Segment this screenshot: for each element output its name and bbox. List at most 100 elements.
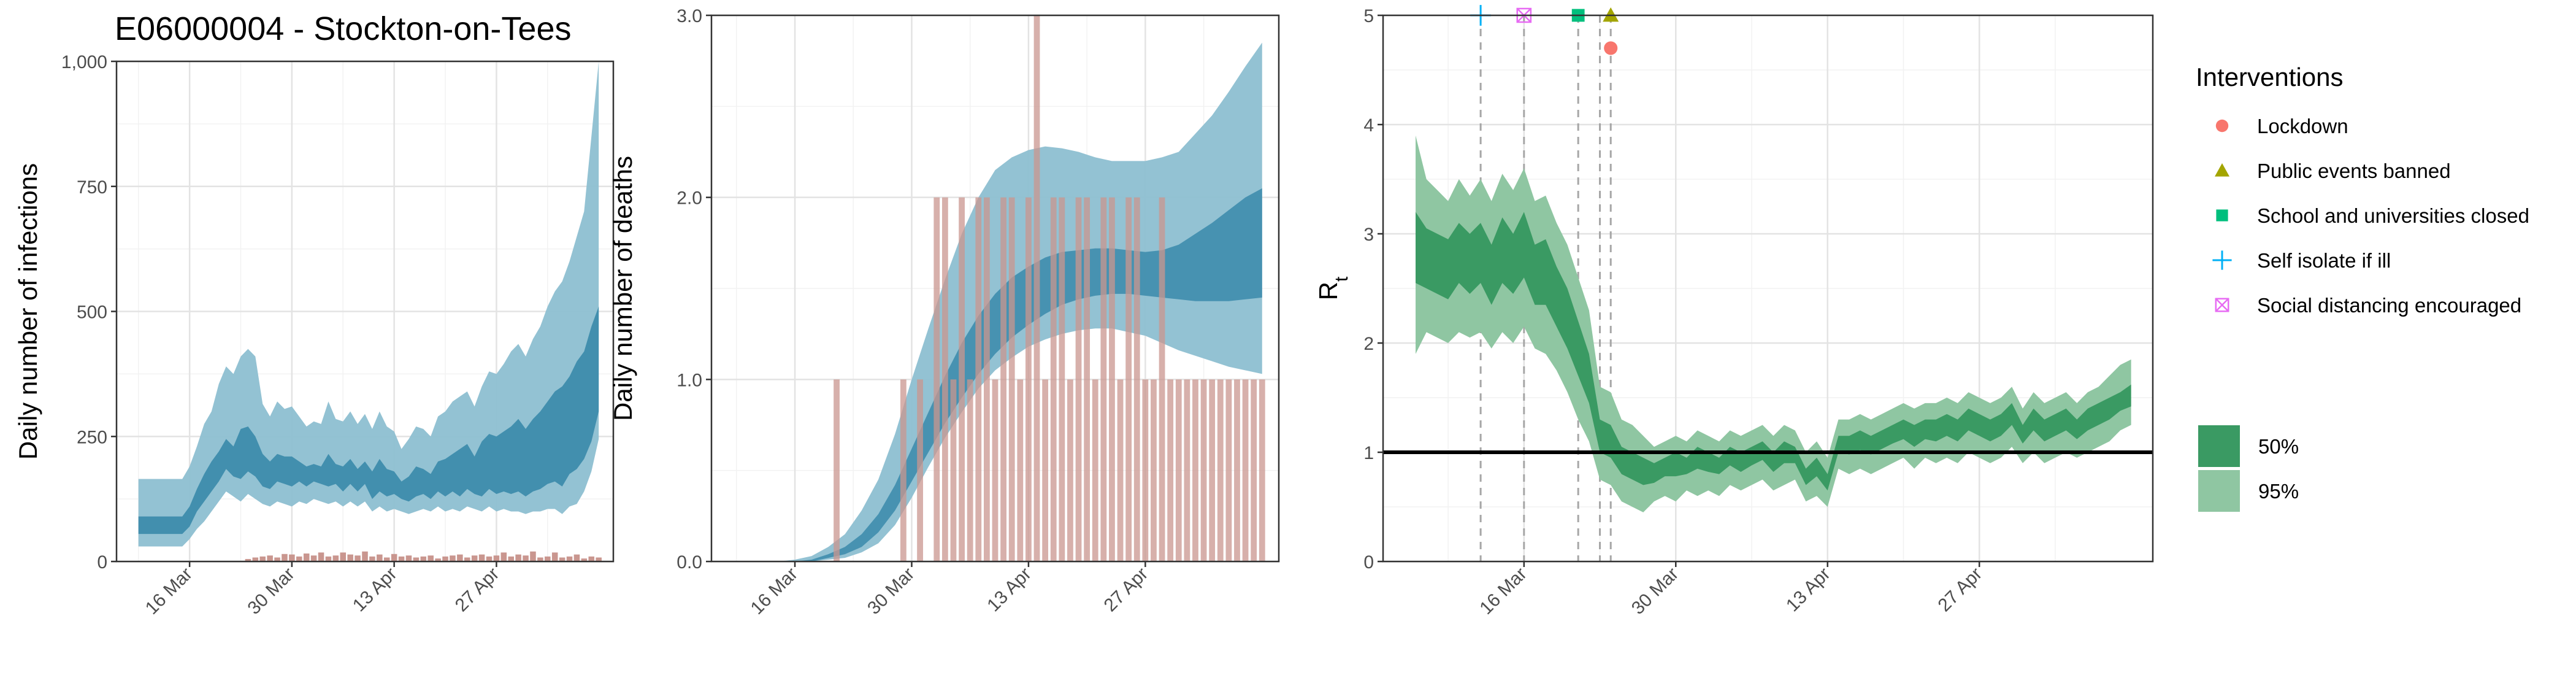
observed-cases-bar xyxy=(310,555,317,561)
legend-label: 95% xyxy=(2258,480,2299,503)
observed-cases-bar xyxy=(471,555,478,561)
x-tick-label: 13 Apr xyxy=(349,564,401,616)
observed-deaths-bar xyxy=(975,197,982,562)
observed-cases-bar xyxy=(573,554,580,561)
observed-cases-bar xyxy=(274,557,280,561)
observed-deaths-bar xyxy=(834,379,840,561)
observed-deaths-bar xyxy=(1017,379,1024,561)
legend-marker xyxy=(2215,163,2229,177)
x-tick-label: 13 Apr xyxy=(1782,564,1834,616)
observed-cases-bar xyxy=(537,557,543,561)
observed-cases-bar xyxy=(398,556,405,561)
observed-cases-bar xyxy=(442,556,448,561)
observed-deaths-bar xyxy=(1200,379,1207,561)
observed-cases-bar xyxy=(362,551,368,561)
legend-label: School and universities closed xyxy=(2257,204,2529,227)
observed-cases-bar xyxy=(427,555,434,561)
observed-cases-bar xyxy=(450,555,456,561)
observed-cases-bar xyxy=(508,556,514,561)
legend-label: Public events banned xyxy=(2257,160,2451,182)
x-tick-label: 13 Apr xyxy=(983,564,1035,616)
observed-deaths-bar xyxy=(1033,15,1040,561)
x-tick-label: 30 Mar xyxy=(243,564,298,619)
observed-cases-bar xyxy=(377,554,383,561)
observed-deaths-bar xyxy=(1075,197,1082,562)
legend-swatch xyxy=(2198,470,2240,512)
observed-cases-bar xyxy=(325,556,332,561)
observed-cases-bar xyxy=(259,556,266,561)
y-tick-label: 3.0 xyxy=(677,6,702,26)
observed-deaths-bar xyxy=(1175,379,1182,561)
observed-deaths-bar xyxy=(1192,379,1198,561)
observed-deaths-bar xyxy=(959,197,965,562)
y-axis-title: Rt xyxy=(1314,276,1352,300)
intervention-marker xyxy=(1603,7,1619,22)
intervention-marker xyxy=(1604,41,1618,55)
legend-title: Interventions xyxy=(2196,63,2343,91)
y-tick-label: 750 xyxy=(77,177,107,198)
observed-cases-bar xyxy=(435,558,441,561)
infections-panel: 0 250 500 750 1,000 16 Mar 30 Mar 13 Apr 27 Apr D… xyxy=(13,10,615,619)
y-tick-label: 0 xyxy=(97,552,107,573)
observed-cases-bar xyxy=(551,552,558,561)
observed-deaths-bar xyxy=(1167,379,1174,561)
y-tick-label: 2 xyxy=(1363,334,1374,354)
observed-cases-bar xyxy=(523,555,529,561)
observed-deaths-bar xyxy=(1242,379,1249,561)
legend: Interventions Lockdown Public events banne… xyxy=(2196,63,2529,512)
observed-cases-bar xyxy=(420,556,427,561)
legend-marker xyxy=(2215,119,2229,133)
observed-deaths-bar xyxy=(1025,197,1032,562)
legend-marker xyxy=(2216,209,2228,222)
x-tick-label: 16 Mar xyxy=(142,564,196,619)
y-tick-label: 1,000 xyxy=(61,52,107,72)
observed-deaths-bar xyxy=(1251,379,1257,561)
observed-cases-bar xyxy=(545,556,551,561)
observed-deaths-bar xyxy=(1159,197,1165,562)
observed-cases-bar xyxy=(596,557,602,561)
observed-deaths-bar xyxy=(1100,197,1107,562)
observed-cases-bar xyxy=(332,555,339,561)
legend-marker xyxy=(2215,298,2229,312)
observed-deaths-bar xyxy=(950,379,957,561)
y-tick-label: 2.0 xyxy=(677,188,702,209)
x-tick-label: 27 Apr xyxy=(1934,564,1986,616)
observed-deaths-bar xyxy=(917,379,923,561)
observed-deaths-bar xyxy=(933,197,940,562)
observed-cases-bar xyxy=(530,551,536,561)
legend-label: 50% xyxy=(2258,435,2299,458)
legend-swatch xyxy=(2198,425,2240,467)
observed-cases-bar xyxy=(245,558,251,561)
observed-cases-bar xyxy=(464,557,470,561)
observed-cases-bar xyxy=(340,552,347,561)
y-tick-label: 5 xyxy=(1363,6,1374,26)
y-tick-label: 4 xyxy=(1363,115,1374,136)
observed-deaths-bar xyxy=(1234,379,1240,561)
observed-cases-bar xyxy=(303,553,310,561)
legend-marker xyxy=(2212,250,2232,270)
rt-panel: 0 1 2 3 4 5 16 Mar 30 Mar 13 Apr 27 Apr Rt xyxy=(1314,5,2154,619)
observed-deaths-bar xyxy=(967,379,973,561)
observed-deaths-bar xyxy=(1225,379,1232,561)
observed-cases-bar xyxy=(296,556,302,561)
observed-cases-bar xyxy=(486,556,493,561)
y-tick-label: 1.0 xyxy=(677,370,702,390)
observed-deaths-bar xyxy=(1067,379,1073,561)
observed-deaths-bar xyxy=(1151,379,1157,561)
observed-cases-bar xyxy=(588,556,595,561)
observed-cases-bar xyxy=(267,555,273,561)
observed-deaths-bar xyxy=(1092,379,1098,561)
observed-deaths-bar xyxy=(1259,379,1265,561)
observed-cases-bar xyxy=(566,556,573,561)
observed-cases-bar xyxy=(282,554,288,561)
plot-border xyxy=(1382,14,2154,563)
observed-deaths-bar xyxy=(1084,197,1091,562)
observed-cases-bar xyxy=(478,554,485,561)
observed-deaths-bar xyxy=(1142,379,1149,561)
y-tick-label: 1 xyxy=(1363,443,1374,463)
y-axis-title-subscript: t xyxy=(1332,276,1352,282)
observed-deaths-bar xyxy=(1133,197,1140,562)
observed-deaths-bar xyxy=(900,379,907,561)
infections-50-band xyxy=(138,306,599,534)
